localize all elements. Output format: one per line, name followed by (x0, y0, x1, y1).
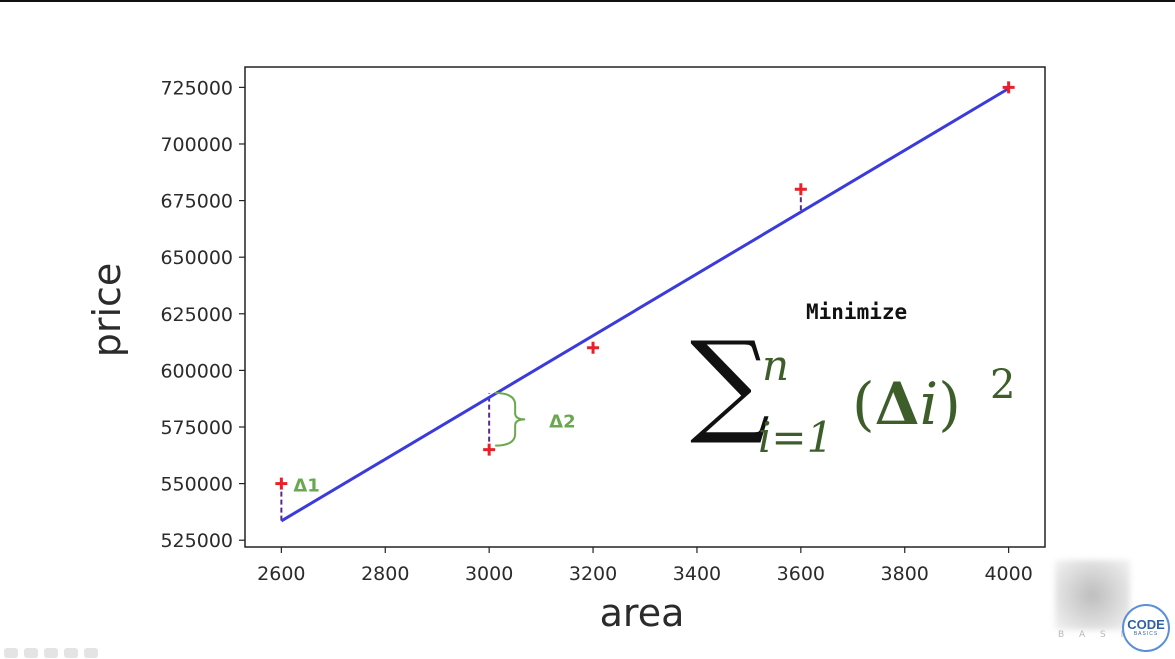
data-point (794, 183, 807, 196)
control-icon[interactable] (64, 648, 78, 658)
minimize-label: Minimize (806, 300, 908, 324)
data-points (275, 81, 1015, 490)
y-tick-label: 625000 (160, 304, 233, 326)
delta-annotation-label: Δ2 (549, 411, 575, 432)
x-tick-label: 3800 (881, 563, 929, 585)
y-tick-label: 600000 (160, 360, 233, 382)
y-tick-label: 525000 (160, 530, 233, 552)
control-icon[interactable] (24, 648, 38, 658)
control-icon[interactable] (4, 648, 18, 658)
curly-brace (495, 392, 526, 447)
player-controls[interactable] (4, 648, 98, 658)
index-variable: i (919, 370, 939, 438)
delta2-brace (495, 392, 526, 447)
open-paren: ( (852, 370, 875, 438)
exponent: 2 (990, 362, 1016, 408)
summation-body: (Δi) (852, 375, 961, 433)
top-border (0, 0, 1175, 2)
plot-frame (244, 66, 1046, 548)
data-point (483, 443, 496, 456)
codebasics-logo: CODE BASICS (1122, 604, 1170, 652)
x-axis-title: area (600, 591, 685, 635)
y-tick-label: 725000 (160, 77, 233, 99)
summation-upper-limit: n (762, 341, 790, 390)
summation-lower-limit: i=1 (758, 413, 834, 462)
delta-symbol: Δ (874, 370, 920, 438)
delta-annotation-label: Δ1 (293, 476, 319, 497)
data-point (1002, 81, 1015, 94)
delta-annotations: Δ1 Δ2 (293, 411, 575, 496)
y-tick-label: 700000 (160, 134, 233, 156)
logo-sub-text: BASICS (1133, 631, 1159, 637)
control-icon[interactable] (84, 648, 98, 658)
control-icon[interactable] (44, 648, 58, 658)
x-tick-label: 4000 (984, 563, 1032, 585)
x-tick-label: 2800 (361, 563, 409, 585)
data-point (275, 477, 288, 490)
y-axis-title: price (85, 263, 129, 358)
y-tick-label: 650000 (160, 247, 233, 269)
y-tick-label: 675000 (160, 191, 233, 213)
close-paren: ) (938, 370, 961, 438)
x-axis-ticks: 2600 2800 3000 3200 3400 3600 3800 4000 (257, 547, 1033, 585)
logo-main-text: CODE (1127, 617, 1165, 632)
blurred-watermark (1055, 560, 1130, 630)
x-tick-label: 3000 (465, 563, 513, 585)
watermark-text: B A S I C (1058, 630, 1151, 640)
summation-symbol: ∑ (690, 318, 770, 448)
y-tick-label: 575000 (160, 417, 233, 439)
regression-line (280, 87, 1010, 523)
data-point (587, 341, 600, 354)
x-tick-label: 3600 (777, 563, 825, 585)
x-tick-label: 3200 (569, 563, 617, 585)
sum-of-squares-formula: ∑ n i=1 (Δi) 2 (690, 327, 1030, 475)
y-axis-ticks: 525000 550000 575000 600000 625000 650000 6750… (160, 77, 245, 552)
x-tick-label: 2600 (257, 563, 305, 585)
y-tick-label: 550000 (160, 474, 233, 496)
x-tick-label: 3400 (673, 563, 721, 585)
